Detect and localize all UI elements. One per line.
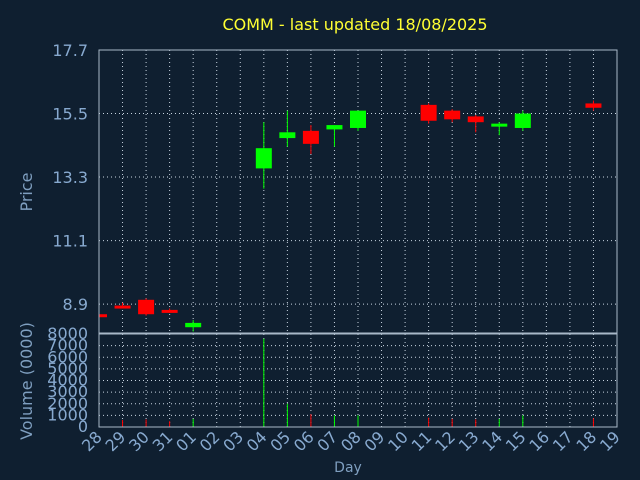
candle-body [444, 110, 461, 120]
volume-axis-label: Volume (0000) [17, 322, 36, 440]
candle-body [138, 299, 155, 315]
candle-body [99, 314, 107, 318]
candle-01 [185, 320, 202, 332]
candle-body [350, 110, 366, 128]
volume-tick-label: 4000 [47, 371, 88, 390]
candle-body [326, 125, 343, 130]
candle-08 [350, 110, 366, 131]
candle-05 [279, 110, 296, 147]
candle-13 [467, 114, 484, 133]
volume-tick-label: 2000 [47, 394, 88, 413]
candle-body [302, 130, 319, 144]
candle-body [467, 116, 484, 123]
price-tick-label: 17.7 [52, 41, 88, 60]
candle-30 [138, 298, 155, 316]
volume-bars [98, 338, 594, 427]
candle-06 [302, 125, 319, 154]
volume-tick-label: 6000 [47, 347, 88, 366]
price-panel: 8.9 11.1 13.3 15.5 17.7 [52, 41, 618, 334]
candle-14 [491, 122, 508, 136]
candles [98, 100, 602, 332]
candle-12 [444, 109, 461, 123]
candle-body [491, 123, 508, 127]
volume-tick-label: 5000 [47, 359, 88, 378]
candle-18 [585, 100, 602, 111]
candle-31 [161, 308, 178, 313]
price-plot-border [98, 49, 618, 334]
candle-body [420, 104, 437, 121]
price-tick-label: 11.1 [52, 232, 88, 251]
candle-body [255, 148, 272, 169]
price-tick-label: 8.9 [63, 295, 88, 314]
price-tick-label: 13.3 [52, 168, 88, 187]
volume-tick-label: 8000 [47, 324, 88, 343]
candle-15 [514, 110, 531, 131]
price-y-ticks: 8.9 11.1 13.3 15.5 17.7 [52, 41, 88, 314]
volume-tick-label: 0 [78, 417, 88, 436]
volume-tick-label: 3000 [47, 382, 88, 401]
x-axis-ticks: 2829303101020304050607080910111213141516… [78, 427, 624, 455]
candle-body [514, 113, 531, 128]
volume-tick-label: 7000 [47, 336, 88, 355]
chart-title: COMM - last updated 18/08/2025 [222, 15, 487, 34]
candle-07 [326, 125, 343, 147]
x-axis-label: Day [334, 460, 362, 476]
candle-11 [420, 103, 437, 124]
volume-tick-label: 1000 [47, 405, 88, 424]
price-tick-label: 15.5 [52, 105, 88, 124]
candle-body [585, 103, 602, 108]
candle-29 [114, 302, 131, 309]
volume-plot-border [98, 333, 618, 428]
candle-body [279, 132, 296, 139]
candle-body [114, 305, 131, 309]
candle-body [185, 322, 202, 328]
candle-body [161, 309, 178, 313]
candle-04 [255, 122, 272, 189]
price-axis-label: Price [17, 172, 36, 211]
